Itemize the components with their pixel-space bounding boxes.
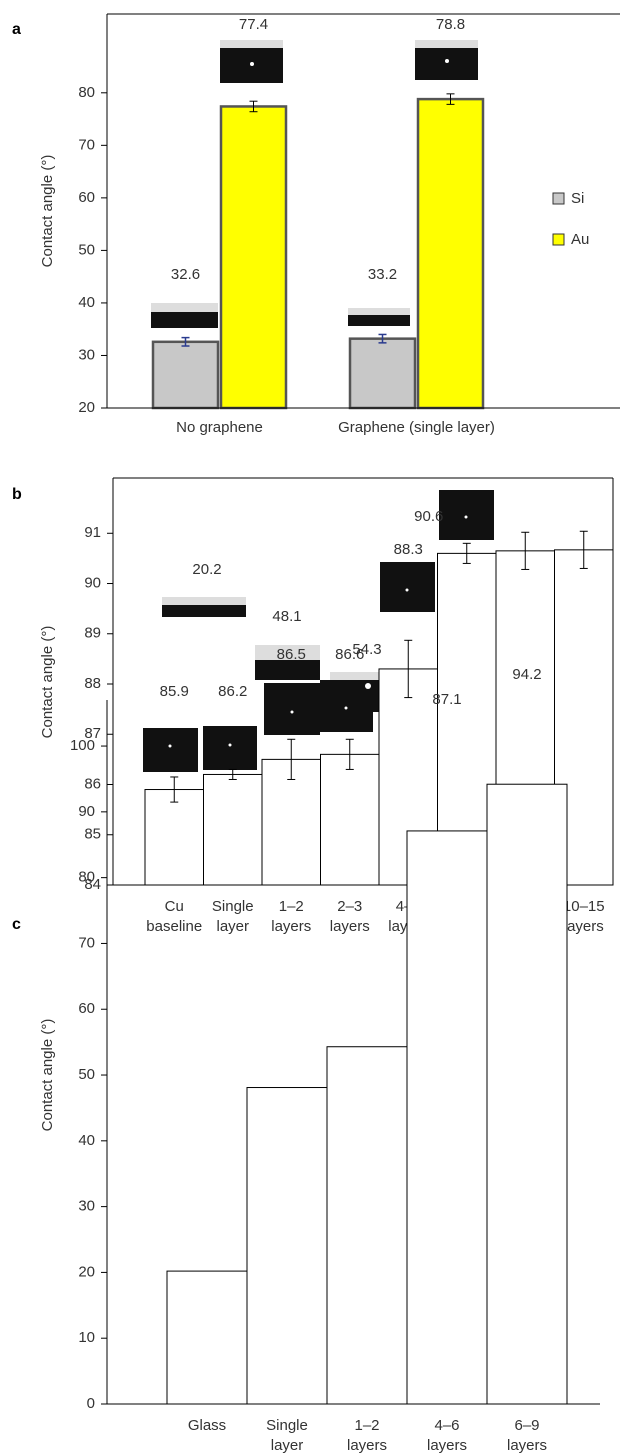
bar [418, 99, 483, 408]
value-label: 33.2 [368, 266, 397, 283]
value-label: 86.5 [277, 646, 306, 663]
y-tick-label: 70 [78, 934, 95, 951]
x-tick-line: layers [507, 1437, 547, 1454]
x-tick-line: layers [427, 1437, 467, 1454]
value-label: 77.4 [239, 16, 268, 33]
x-tick-label: 2–3 layers [330, 898, 370, 935]
y-tick-label: 40 [78, 1132, 95, 1149]
y-tick-label: 30 [78, 1198, 95, 1215]
y-axis-label: Contact angle (°) [39, 155, 56, 268]
bar [321, 754, 380, 885]
legend-swatch [553, 193, 564, 204]
legend-label: Au [571, 231, 589, 248]
value-label: 20.2 [192, 561, 221, 578]
panel-label: c [12, 916, 21, 933]
x-tick-label: 1–2 layers [347, 1417, 387, 1454]
value-label: 54.3 [352, 641, 381, 658]
x-tick-line: Single [266, 1417, 308, 1434]
y-tick-label: 90 [84, 574, 101, 591]
bar [407, 831, 487, 1404]
value-label: 32.6 [171, 266, 200, 283]
bar [327, 1047, 407, 1404]
x-tick-line: layers [347, 1437, 387, 1454]
y-tick-label: 40 [78, 294, 95, 311]
y-tick-label: 50 [78, 1066, 95, 1083]
x-tick-line: 10–15 [563, 898, 605, 915]
bar [247, 1088, 327, 1404]
y-tick-label: 100 [70, 737, 95, 754]
bar [145, 790, 204, 885]
bar [350, 339, 415, 408]
x-tick-line: 2–3 [337, 898, 362, 915]
y-tick-label: 60 [78, 1000, 95, 1017]
x-tick-label: Cu baseline [146, 898, 202, 935]
x-tick-line: 6–9 [514, 1417, 539, 1434]
x-tick-line: 4–6 [434, 1417, 459, 1434]
x-tick-label: 10–15 layers [563, 898, 605, 935]
x-tick-label: Single layer [266, 1417, 308, 1454]
panel-label: b [12, 486, 22, 503]
bar [167, 1271, 247, 1404]
value-label: 85.9 [160, 683, 189, 700]
y-axis-label: Contact angle (°) [39, 1019, 56, 1132]
x-tick-line: baseline [146, 918, 202, 935]
bar [153, 342, 218, 408]
y-tick-label: 50 [78, 241, 95, 258]
x-tick-line: layers [564, 918, 604, 935]
bar [204, 774, 263, 885]
y-tick-label: 88 [84, 675, 101, 692]
y-tick-label: 10 [78, 1329, 95, 1346]
x-tick-label: Single layer [212, 898, 254, 935]
y-tick-label: 70 [78, 136, 95, 153]
y-tick-label: 90 [78, 803, 95, 820]
y-tick-label: 80 [78, 869, 95, 886]
figure: a Contact angle (°) 20 30 40 50 60 70 80 No graph… [0, 0, 620, 1454]
x-tick-line: layers [271, 918, 311, 935]
x-tick-label: 6–9 layers [507, 1417, 547, 1454]
x-tick-line: layers [330, 918, 370, 935]
y-tick-label: 20 [78, 1263, 95, 1280]
y-tick-label: 60 [78, 189, 95, 206]
x-tick-label: 1–2 layers [271, 898, 311, 935]
y-axis-label: Contact angle (°) [39, 626, 56, 739]
value-label: 90.6 [414, 508, 443, 525]
value-label: 48.1 [272, 608, 301, 625]
x-tick-label: Glass [188, 1417, 226, 1434]
bar [487, 784, 567, 1404]
y-tick-label: 91 [84, 524, 101, 541]
x-tick-line: 1–2 [279, 898, 304, 915]
y-tick-label: 85 [84, 826, 101, 843]
x-tick-line: layer [271, 1437, 304, 1454]
x-tick-label: Graphene (single layer) [338, 419, 495, 436]
value-label: 78.8 [436, 16, 465, 33]
x-tick-line: 1–2 [354, 1417, 379, 1434]
value-label: 94.2 [512, 666, 541, 683]
value-label: 86.2 [218, 683, 247, 700]
bar [221, 106, 286, 408]
x-tick-line: Single [212, 898, 254, 915]
x-tick-line: layer [216, 918, 249, 935]
y-tick-label: 20 [78, 399, 95, 416]
y-tick-label: 30 [78, 346, 95, 363]
x-tick-line: Glass [188, 1417, 226, 1434]
x-tick-label: No graphene [176, 419, 263, 436]
value-label: 87.1 [432, 691, 461, 708]
x-tick-label: 4–6 layers [427, 1417, 467, 1454]
legend-swatch [553, 234, 564, 245]
legend-label: Si [571, 190, 584, 207]
x-tick-line: Cu [165, 898, 184, 915]
value-label: 88.3 [394, 541, 423, 558]
y-tick-label: 89 [84, 625, 101, 642]
y-tick-label: 80 [78, 84, 95, 101]
y-tick-label: 0 [87, 1395, 95, 1412]
panel-label: a [12, 21, 21, 38]
y-tick-label: 86 [84, 775, 101, 792]
